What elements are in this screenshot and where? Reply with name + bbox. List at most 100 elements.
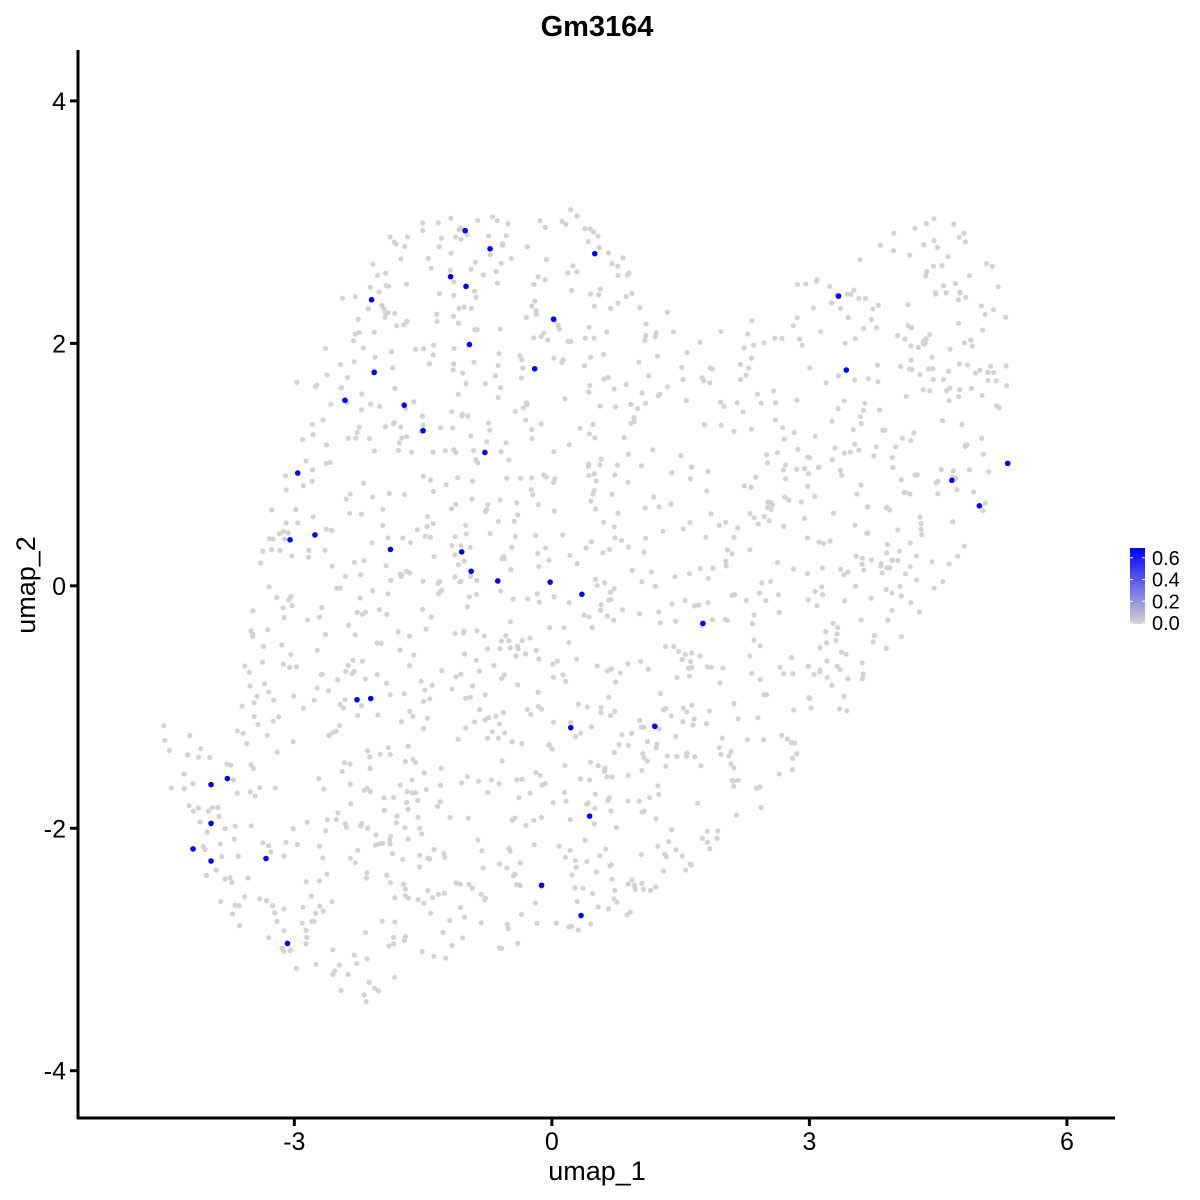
cell-point bbox=[899, 435, 905, 441]
cell-point bbox=[323, 828, 329, 834]
cell-point bbox=[593, 478, 599, 484]
cell-point bbox=[495, 518, 502, 525]
cell-point bbox=[946, 398, 952, 404]
cell-point bbox=[816, 539, 822, 545]
cell-point bbox=[330, 947, 336, 953]
cell-point bbox=[568, 923, 575, 930]
cell-point bbox=[748, 484, 754, 490]
cell-point bbox=[601, 519, 607, 525]
cell-point bbox=[266, 584, 272, 590]
cell-point bbox=[955, 553, 961, 559]
cell-point bbox=[482, 381, 488, 387]
cell-point bbox=[406, 633, 413, 639]
cell-point bbox=[642, 505, 648, 511]
cell-point bbox=[784, 736, 790, 742]
cell-point bbox=[389, 850, 396, 857]
cell-point bbox=[601, 768, 608, 775]
cell-point bbox=[538, 814, 545, 820]
cell-point bbox=[794, 281, 800, 288]
cell-point bbox=[656, 726, 662, 732]
cell-point bbox=[317, 903, 323, 909]
cell-point bbox=[409, 777, 415, 783]
cell-point bbox=[1004, 382, 1010, 389]
cell-point bbox=[538, 334, 544, 340]
cell-point bbox=[469, 496, 475, 502]
cell-point bbox=[404, 234, 410, 240]
cell-point bbox=[861, 567, 867, 573]
cell-point bbox=[898, 634, 904, 640]
cell-point bbox=[754, 391, 761, 397]
cell-point bbox=[759, 580, 765, 586]
cell-point bbox=[829, 418, 835, 424]
cell-point bbox=[612, 887, 618, 894]
cell-point bbox=[339, 768, 345, 774]
cell-point bbox=[523, 400, 529, 406]
cell-point bbox=[342, 696, 348, 703]
cell-point bbox=[461, 651, 468, 657]
cell-point bbox=[219, 854, 225, 860]
cell-point bbox=[324, 871, 330, 877]
cell-point bbox=[430, 449, 436, 455]
cell-point bbox=[821, 540, 827, 547]
expressing-cell-point bbox=[494, 578, 501, 584]
cell-point bbox=[935, 491, 941, 497]
cell-point bbox=[398, 424, 404, 430]
cell-point bbox=[798, 499, 804, 505]
cell-point bbox=[993, 403, 1000, 409]
cell-point bbox=[215, 804, 221, 811]
cell-point bbox=[982, 500, 988, 506]
cell-point bbox=[265, 627, 271, 633]
cell-point bbox=[915, 344, 921, 350]
cell-point bbox=[619, 607, 626, 613]
cell-point bbox=[370, 261, 376, 267]
cell-point bbox=[568, 338, 574, 345]
colorbar-tick-label: 0.6 bbox=[1152, 548, 1180, 570]
cell-point bbox=[882, 427, 888, 433]
cell-point bbox=[961, 543, 968, 549]
cell-point bbox=[260, 659, 266, 665]
cell-point bbox=[461, 304, 467, 310]
cell-point bbox=[640, 886, 646, 892]
cell-point bbox=[426, 361, 433, 367]
cell-point bbox=[419, 831, 425, 837]
cell-point bbox=[724, 547, 731, 553]
cell-point bbox=[506, 638, 512, 644]
cell-point bbox=[591, 303, 598, 309]
cell-point bbox=[962, 442, 968, 448]
cell-point bbox=[600, 550, 606, 556]
cell-point bbox=[774, 450, 780, 456]
cell-point bbox=[790, 322, 796, 329]
cell-point bbox=[860, 671, 866, 677]
expressing-cell-point bbox=[284, 940, 291, 947]
cell-point bbox=[718, 751, 724, 757]
cell-point bbox=[930, 376, 936, 382]
cell-point bbox=[650, 447, 656, 453]
cell-point bbox=[422, 687, 428, 693]
expressing-cell-point bbox=[401, 402, 408, 408]
cell-point bbox=[663, 705, 669, 712]
cell-point bbox=[763, 598, 769, 604]
cell-point bbox=[728, 748, 734, 755]
cell-point bbox=[924, 268, 930, 275]
cell-point bbox=[378, 640, 384, 647]
y-tick-label: -4 bbox=[44, 1058, 66, 1086]
cell-point bbox=[328, 527, 335, 534]
cell-point bbox=[776, 609, 782, 616]
cell-point bbox=[421, 345, 427, 352]
cell-point bbox=[947, 385, 953, 391]
cell-point bbox=[384, 680, 390, 686]
cell-point bbox=[400, 535, 406, 541]
cell-point bbox=[470, 478, 476, 484]
cell-point bbox=[664, 384, 671, 390]
cell-point bbox=[909, 366, 915, 373]
cell-point bbox=[612, 535, 618, 541]
cell-point bbox=[993, 378, 999, 384]
cell-point bbox=[529, 492, 536, 498]
cell-point bbox=[213, 867, 219, 873]
cell-point bbox=[351, 358, 357, 365]
cell-point bbox=[367, 766, 373, 772]
cell-point bbox=[449, 506, 455, 512]
cell-point bbox=[303, 927, 309, 933]
cell-point bbox=[551, 719, 557, 725]
cell-point bbox=[639, 390, 645, 396]
